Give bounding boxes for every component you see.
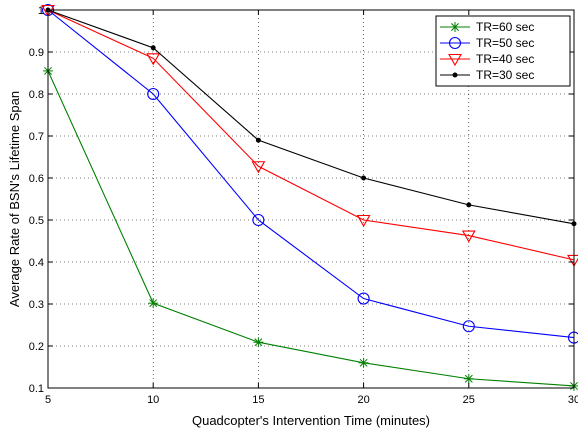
asterisk-marker — [253, 337, 264, 348]
dot-marker — [150, 45, 156, 51]
y-tick-label: 0.4 — [29, 257, 44, 269]
series-3 — [41, 4, 578, 268]
y-tick-label: 0.8 — [29, 89, 44, 101]
legend-item: TR=40 sec — [440, 52, 534, 67]
triangle-marker — [356, 214, 371, 228]
x-tick-label: 10 — [147, 394, 159, 406]
asterisk-marker — [463, 373, 474, 384]
triangle-marker — [461, 230, 476, 243]
legend-label: TR=30 sec — [476, 68, 534, 82]
y-axis-label: Average Rate of BSN's Lifetime Span — [7, 91, 22, 307]
x-tick-label: 20 — [357, 394, 369, 406]
circle-marker — [252, 213, 265, 227]
y-tick-label: 0.3 — [29, 299, 44, 311]
legend-item: TR=30 sec — [440, 68, 534, 82]
x-axis-label: Quadcopter's Intervention Time (minutes) — [192, 413, 430, 428]
triangle-marker — [251, 161, 266, 174]
dot-marker — [361, 175, 367, 181]
y-tick-label: 0.2 — [29, 341, 44, 353]
series-layer — [41, 3, 578, 391]
ticks: 5 10 15 20 25 30 0.1 0.2 0.3 0.4 0.5 0.6 0.7 0.8 0.9 1 — [29, 5, 578, 406]
triangle-marker — [448, 53, 462, 67]
series-line — [47, 70, 575, 387]
circle-marker — [357, 292, 370, 305]
y-tick-label: 0.6 — [29, 173, 44, 185]
plot-frame — [47, 9, 575, 389]
legend-item: TR=60 sec — [440, 20, 534, 34]
triangle-marker — [146, 53, 161, 66]
x-tick-label: 5 — [45, 394, 51, 406]
legend-label: TR=40 sec — [476, 52, 534, 66]
dot-marker — [255, 137, 261, 143]
circle-marker — [462, 320, 475, 333]
x-tick-label: 25 — [463, 394, 475, 406]
legend-label: TR=50 sec — [476, 36, 534, 50]
y-tick-label: 0.9 — [29, 47, 44, 59]
asterisk-marker — [450, 22, 460, 32]
asterisk-marker — [148, 298, 159, 309]
circle-marker — [147, 87, 160, 101]
series-line — [47, 9, 575, 339]
asterisk-marker — [358, 357, 369, 368]
legend-label: TR=60 sec — [476, 20, 534, 34]
y-tick-label: 0.5 — [29, 215, 44, 227]
x-tick-label: 15 — [252, 394, 264, 406]
y-tick-label: 0.7 — [29, 131, 44, 143]
legend-box — [435, 15, 571, 87]
y-tick-label: 0.1 — [29, 383, 44, 395]
series-line — [47, 9, 575, 225]
series-line — [47, 9, 575, 261]
y-tick-label: 1 — [38, 5, 44, 17]
dot-marker — [466, 202, 472, 208]
legend-item: TR=50 sec — [440, 36, 534, 50]
dot-marker — [452, 72, 458, 78]
x-tick-label: 30 — [568, 394, 578, 406]
circle-marker — [448, 36, 462, 50]
legend: TR=60 sec TR=50 sec TR=40 sec TR=30 sec — [435, 15, 571, 87]
